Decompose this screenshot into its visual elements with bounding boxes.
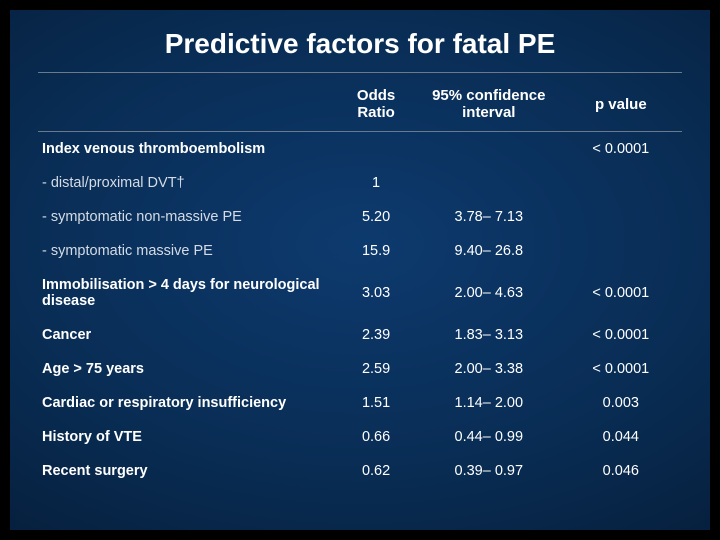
col-odds-ratio: Odds Ratio [334,79,418,132]
col-blank [38,79,334,132]
row-ci: 1.83– 3.13 [418,318,560,352]
row-ci: 9.40– 26.8 [418,234,560,268]
row-or: 1 [334,166,418,200]
predictive-factors-table: Odds Ratio 95% confidence interval p val… [38,79,682,488]
row-p: < 0.0001 [560,268,682,318]
table-row: Index venous thromboembolism < 0.0001 [38,132,682,167]
table-row: - symptomatic non-massive PE5.203.78– 7.… [38,200,682,234]
row-label: History of VTE [38,420,334,454]
row-ci: 1.14– 2.00 [418,386,560,420]
row-or: 5.20 [334,200,418,234]
table-body: Index venous thromboembolism< 0.0001- di… [38,132,682,489]
row-p: < 0.0001 [560,352,682,386]
row-or: 2.39 [334,318,418,352]
row-label: Immobilisation > 4 days for neurological… [38,268,334,318]
row-ci: 2.00– 4.63 [418,268,560,318]
row-ci: 0.44– 0.99 [418,420,560,454]
slide-title: Predictive factors for fatal PE [38,28,682,73]
row-or: 3.03 [334,268,418,318]
row-ci [418,166,560,200]
col-pvalue: p value [560,79,682,132]
row-ci: 2.00– 3.38 [418,352,560,386]
row-or: 0.66 [334,420,418,454]
row-or: 0.62 [334,454,418,488]
row-or: 1.51 [334,386,418,420]
row-label: Cancer [38,318,334,352]
table-row: Cardiac or respiratory insufficiency1.51… [38,386,682,420]
row-label: - symptomatic massive PE [38,234,334,268]
table-header-row: Odds Ratio 95% confidence interval p val… [38,79,682,132]
row-p: 0.046 [560,454,682,488]
row-ci [418,132,560,167]
row-p: < 0.0001 [560,132,682,167]
row-or: 2.59 [334,352,418,386]
row-ci: 0.39– 0.97 [418,454,560,488]
row-label: Age > 75 years [38,352,334,386]
row-label: - distal/proximal DVT† [38,166,334,200]
table-row: Age > 75 years2.592.00– 3.38< 0.0001 [38,352,682,386]
row-p: 0.044 [560,420,682,454]
row-p: < 0.0001 [560,318,682,352]
row-p [560,166,682,200]
row-p [560,234,682,268]
col-ci: 95% confidence interval [418,79,560,132]
row-or [334,132,418,167]
row-label: - symptomatic non-massive PE [38,200,334,234]
row-label: Index venous thromboembolism [38,132,334,167]
slide: Predictive factors for fatal PE Odds Rat… [10,10,710,530]
row-p [560,200,682,234]
row-p: 0.003 [560,386,682,420]
row-label: Cardiac or respiratory insufficiency [38,386,334,420]
table-row: History of VTE0.660.44– 0.990.044 [38,420,682,454]
table-row: Immobilisation > 4 days for neurological… [38,268,682,318]
row-ci: 3.78– 7.13 [418,200,560,234]
row-or: 15.9 [334,234,418,268]
table-row: - symptomatic massive PE15.99.40– 26.8 [38,234,682,268]
table-row: Recent surgery0.620.39– 0.970.046 [38,454,682,488]
table-row: Cancer2.391.83– 3.13< 0.0001 [38,318,682,352]
row-label: Recent surgery [38,454,334,488]
table-row: - distal/proximal DVT†1 [38,166,682,200]
